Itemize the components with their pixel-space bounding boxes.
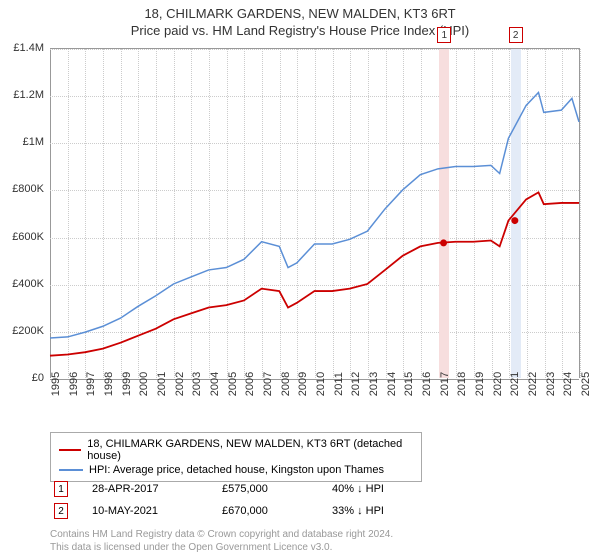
sale-row-marker: 2	[54, 503, 68, 519]
x-tick-label: 2019	[474, 372, 486, 396]
x-tick-label: 2020	[492, 372, 504, 396]
x-tick-label: 2022	[527, 372, 539, 396]
y-tick-label: £800K	[12, 183, 44, 195]
x-tick-label: 2005	[227, 372, 239, 396]
x-tick-label: 2003	[191, 372, 203, 396]
y-tick-label: £200K	[12, 325, 44, 337]
x-tick-label: 2025	[580, 372, 592, 396]
sale-marker-dot	[511, 217, 518, 224]
x-tick-label: 1996	[68, 372, 80, 396]
y-tick-label: £400K	[12, 278, 44, 290]
x-tick-label: 2009	[297, 372, 309, 396]
legend: 18, CHILMARK GARDENS, NEW MALDEN, KT3 6R…	[50, 432, 422, 482]
chart-svg	[50, 49, 579, 378]
legend-swatch	[59, 469, 83, 471]
legend-row: HPI: Average price, detached house, King…	[59, 463, 413, 477]
x-tick-label: 2017	[439, 372, 451, 396]
sale-row: 1 28-APR-2017£575,00040% ↓ HPI	[50, 478, 580, 500]
sale-price: £670,000	[222, 505, 332, 517]
x-tick-label: 2013	[368, 372, 380, 396]
footer-line1: Contains HM Land Registry data © Crown c…	[50, 528, 393, 541]
x-tick-label: 1999	[121, 372, 133, 396]
y-tick-label: £1M	[23, 136, 44, 148]
sale-marker-box: 2	[509, 27, 523, 43]
sale-marker-box: 1	[437, 27, 451, 43]
chart-container: 18, CHILMARK GARDENS, NEW MALDEN, KT3 6R…	[0, 0, 600, 560]
x-axis: 1995199619971998199920002001200220032004…	[50, 380, 580, 428]
x-tick-label: 2011	[333, 372, 345, 396]
sale-date: 10-MAY-2021	[92, 505, 222, 517]
plot-area: 12	[50, 48, 580, 378]
x-tick-label: 2002	[174, 372, 186, 396]
x-tick-label: 2001	[156, 372, 168, 396]
x-tick-label: 2004	[209, 372, 221, 396]
x-tick-label: 2008	[280, 372, 292, 396]
x-tick-label: 2015	[403, 372, 415, 396]
chart-title-line1: 18, CHILMARK GARDENS, NEW MALDEN, KT3 6R…	[0, 6, 600, 21]
sale-date: 28-APR-2017	[92, 483, 222, 495]
footer-line2: This data is licensed under the Open Gov…	[50, 541, 393, 554]
x-tick-label: 2006	[244, 372, 256, 396]
series-property	[50, 192, 579, 355]
x-tick-label: 2010	[315, 372, 327, 396]
y-tick-label: £0	[32, 372, 44, 384]
y-tick-label: £600K	[12, 231, 44, 243]
x-tick-label: 2007	[262, 372, 274, 396]
x-tick-label: 2024	[562, 372, 574, 396]
x-tick-label: 2014	[386, 372, 398, 396]
x-tick-label: 2016	[421, 372, 433, 396]
legend-swatch	[59, 449, 81, 451]
x-tick-label: 2021	[509, 372, 521, 396]
y-axis: £0£200K£400K£600K£800K£1M£1.2M£1.4M	[0, 48, 48, 378]
x-tick-label: 1997	[85, 372, 97, 396]
series-hpi	[50, 92, 579, 338]
sale-marker-dot	[440, 239, 447, 246]
legend-label: 18, CHILMARK GARDENS, NEW MALDEN, KT3 6R…	[87, 438, 413, 462]
y-tick-label: £1.4M	[13, 42, 44, 54]
grid-line-v	[580, 49, 581, 378]
sale-table: 1 28-APR-2017£575,00040% ↓ HPI 2 10-MAY-202…	[50, 478, 580, 522]
x-tick-label: 2023	[545, 372, 557, 396]
sale-price: £575,000	[222, 483, 332, 495]
x-tick-label: 1995	[50, 372, 62, 396]
x-tick-label: 2000	[138, 372, 150, 396]
footer: Contains HM Land Registry data © Crown c…	[50, 528, 393, 554]
sale-row-marker: 1	[54, 481, 68, 497]
legend-row: 18, CHILMARK GARDENS, NEW MALDEN, KT3 6R…	[59, 437, 413, 463]
sale-diff: 33% ↓ HPI	[332, 505, 442, 517]
sale-diff: 40% ↓ HPI	[332, 483, 442, 495]
x-tick-label: 2018	[456, 372, 468, 396]
sale-row: 2 10-MAY-2021£670,00033% ↓ HPI	[50, 500, 580, 522]
x-tick-label: 1998	[103, 372, 115, 396]
legend-label: HPI: Average price, detached house, King…	[89, 464, 384, 476]
y-tick-label: £1.2M	[13, 89, 44, 101]
x-tick-label: 2012	[350, 372, 362, 396]
